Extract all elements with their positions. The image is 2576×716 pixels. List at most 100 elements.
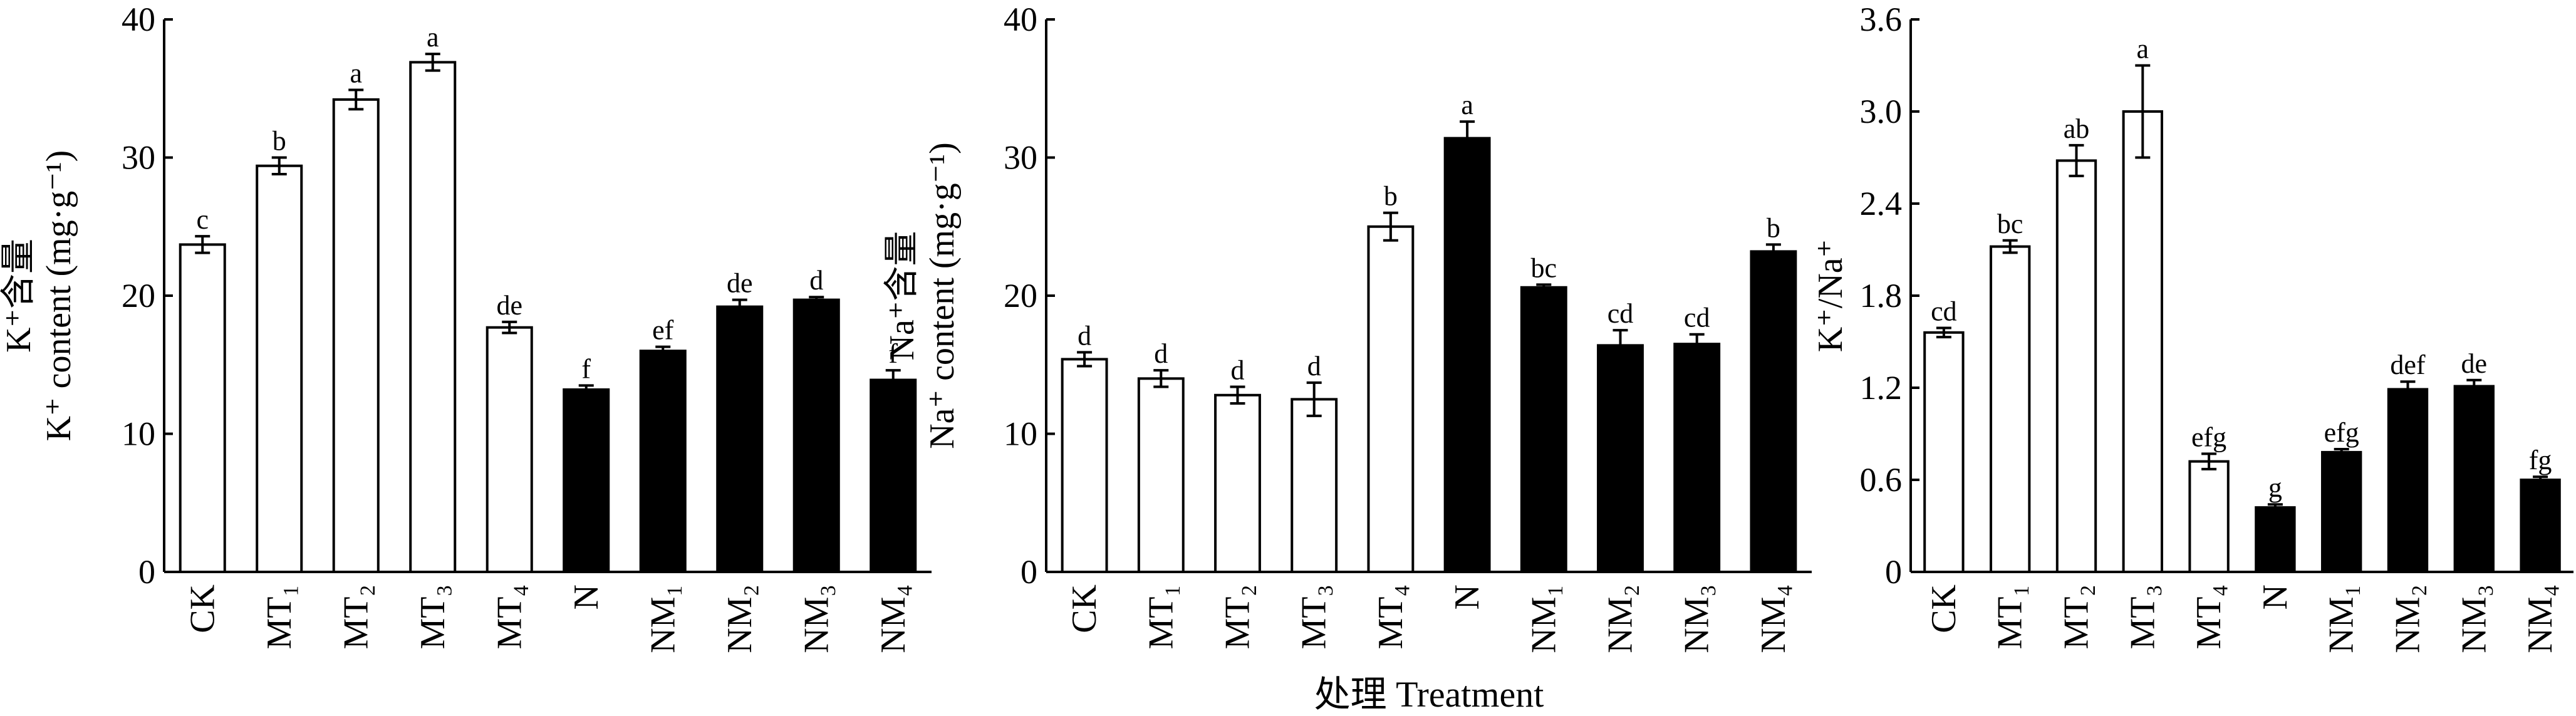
bar	[332, 98, 380, 573]
y-tick-label: 0	[1885, 553, 1902, 591]
y-tick-label: 1.8	[1860, 277, 1903, 314]
y-tick-label: 40	[122, 1, 155, 38]
bar	[179, 243, 226, 574]
bar	[870, 378, 917, 573]
bar	[2188, 460, 2230, 573]
bar	[2122, 110, 2163, 573]
significance-letter: d	[809, 265, 823, 296]
bar	[1367, 225, 1415, 573]
x-tick-label: NM₄	[2521, 584, 2560, 653]
bar	[563, 388, 610, 573]
significance-letter: b	[1384, 181, 1398, 212]
significance-letter: f	[888, 338, 898, 369]
bar	[1673, 343, 1721, 573]
bar	[1214, 393, 1261, 573]
y-tick-label: 3.0	[1860, 93, 1903, 130]
significance-letter: d	[1078, 320, 1091, 351]
x-tick-label: CK	[1924, 584, 1963, 633]
x-axis-label: 处理 Treatment	[1314, 674, 1544, 715]
y-axis-label: K⁺/Na⁺	[1811, 239, 1850, 352]
x-tick-label: N	[567, 584, 606, 610]
significance-letter: cd	[1931, 296, 1957, 326]
bar	[1923, 331, 1965, 573]
x-tick-label: NM₄	[1754, 584, 1793, 653]
y-tick-label: 20	[1004, 277, 1037, 314]
bar	[1990, 245, 2031, 574]
y-tick-label: 0.6	[1860, 461, 1903, 499]
bar	[716, 305, 764, 573]
y-tick-label: 1.2	[1860, 369, 1903, 407]
y-tick-label: 30	[122, 139, 155, 177]
significance-letter: a	[350, 58, 362, 88]
bar	[2387, 388, 2429, 573]
x-tick-label: MT₃	[2123, 584, 2162, 650]
significance-letter: d	[1154, 338, 1168, 369]
significance-letter: fg	[2529, 445, 2552, 475]
significance-letter: ab	[2064, 113, 2090, 144]
x-tick-label: MT₄	[1371, 584, 1410, 650]
bar	[1291, 398, 1338, 573]
chart-2: 0 10 20 30 40 d CK d MT₁ d MT₂ d MT₃ b MT₄ a Nbc NM₁ cd NM₂…	[883, 1, 1812, 715]
bar	[2520, 479, 2561, 573]
x-tick-label: NM₃	[2454, 584, 2493, 653]
y-tick-label: 30	[1004, 139, 1037, 177]
significance-letter: a	[2137, 34, 2149, 65]
x-tick-label: NM₁	[643, 584, 682, 653]
bar	[1597, 344, 1644, 573]
x-tick-label: N	[2256, 584, 2295, 610]
significance-letter: d	[1231, 355, 1245, 386]
significance-letter: b	[1767, 212, 1780, 243]
x-tick-label: NM₃	[1678, 584, 1716, 653]
bar	[2321, 450, 2362, 574]
y-tick-label: 40	[1004, 1, 1037, 38]
x-tick-label: MT₂	[336, 584, 375, 650]
significance-letter: bc	[1997, 209, 2023, 239]
bar	[486, 326, 533, 574]
significance-letter: f	[581, 353, 591, 384]
bar	[792, 298, 840, 573]
significance-letter: bc	[1531, 252, 1557, 283]
x-tick-label: MT₃	[413, 584, 452, 650]
bar	[1061, 358, 1108, 573]
x-tick-label: MT₂	[1218, 584, 1257, 650]
y-tick-label: 10	[1004, 415, 1037, 453]
x-tick-label: MT₁	[1991, 584, 2030, 650]
y-axis-label: Na⁺ content (mg·g⁻¹)	[923, 142, 962, 449]
significance-letter: def	[2390, 350, 2426, 380]
significance-letter: de	[727, 268, 753, 299]
x-tick-label: NM₄	[874, 584, 913, 653]
significance-letter: cd	[1607, 298, 1634, 329]
x-tick-label: MT₁	[260, 584, 299, 650]
significance-letter: g	[2268, 472, 2282, 503]
y-tick-label: 2.4	[1860, 185, 1903, 222]
y-tick-label: 3.6	[1860, 1, 1903, 38]
bar	[1137, 377, 1185, 573]
y-tick-label: 10	[122, 415, 155, 453]
bar	[1520, 286, 1567, 573]
bar	[1750, 250, 1797, 573]
x-tick-label: MT₃	[1295, 584, 1334, 650]
bar	[2055, 159, 2097, 573]
chart-3: 0 0.6 1.2 1.8 2.4 3.0 3.6 cd CK bc MT₁ ab MT₂ a MT₃ efg…	[1811, 1, 2573, 653]
x-tick-label: N	[1448, 584, 1487, 610]
x-tick-label: CK	[1065, 584, 1104, 633]
y-axis-label: K⁺ content (mg·g⁻¹)	[39, 150, 78, 442]
y-tick-label: 0	[1021, 553, 1037, 591]
x-tick-label: NM₁	[1524, 584, 1563, 653]
x-tick-label: NM₂	[2389, 584, 2428, 653]
significance-letter: de	[496, 290, 522, 321]
significance-letter: b	[273, 126, 286, 157]
significance-letter: a	[427, 22, 439, 53]
bar	[1443, 137, 1491, 573]
bar	[256, 164, 303, 574]
chart-1: 0 10 20 30 40 c CK b MT₁ a MT₂ a MT₃ de MT₄ f Nef NM₁ de NM…	[0, 1, 932, 653]
significance-letter: efg	[2324, 417, 2359, 448]
y-tick-label: 20	[122, 277, 155, 314]
bar	[2255, 506, 2296, 573]
y-axis-label-cn: K⁺含量	[0, 239, 38, 353]
bar	[409, 61, 457, 574]
x-tick-label: NM₂	[1601, 584, 1640, 653]
significance-letter: a	[1461, 90, 1473, 120]
significance-letter: de	[2461, 348, 2488, 379]
bar	[639, 350, 687, 573]
